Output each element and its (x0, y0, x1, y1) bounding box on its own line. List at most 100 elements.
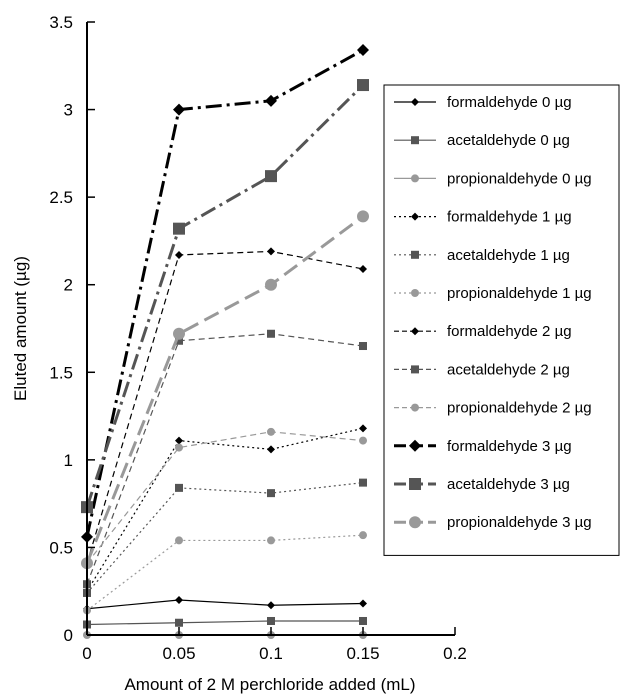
x-tick-label: 0.05 (162, 644, 195, 663)
data-point (357, 79, 369, 92)
legend-entry: acetaldehyde 3 µg (394, 476, 570, 493)
legend-swatch-marker (411, 365, 419, 374)
series-10 (81, 44, 369, 543)
data-point (175, 336, 183, 345)
legend-box (383, 84, 620, 556)
legend-swatch-marker (411, 136, 419, 145)
legend-swatch-marker (411, 174, 419, 183)
y-tick-label: 0.5 (49, 538, 73, 557)
series-7 (83, 247, 367, 568)
legend-entry: propionaldehyde 3 µg (394, 514, 592, 531)
data-point (359, 264, 367, 273)
data-point (267, 247, 275, 256)
legend-label: formaldehyde 3 µg (447, 438, 572, 455)
legend-label: acetaldehyde 0 µg (447, 132, 570, 149)
data-point (359, 599, 367, 608)
data-point (175, 483, 183, 492)
legend-label: acetaldehyde 3 µg (447, 476, 570, 493)
series-line (85, 83, 365, 508)
series-line (86, 599, 364, 610)
data-point (175, 536, 183, 545)
x-tick-label: 0 (82, 644, 91, 663)
data-point (175, 618, 183, 627)
y-tick-label: 0 (64, 626, 73, 645)
y-tick-label: 2 (64, 276, 73, 295)
legend-entry: formaldehyde 0 µg (394, 94, 572, 111)
legend-swatch-marker (411, 98, 419, 106)
legend-entry: formaldehyde 2 µg (394, 323, 572, 340)
y-tick-label: 3 (64, 101, 73, 120)
data-point (173, 222, 185, 235)
legend-entry: formaldehyde 1 µg (394, 209, 572, 226)
data-point (267, 489, 275, 498)
series-line (85, 48, 364, 538)
data-point (357, 44, 369, 57)
data-point (359, 424, 367, 433)
legend-swatch-marker (411, 327, 419, 336)
data-point (267, 427, 275, 436)
legend-swatch-marker (411, 250, 419, 259)
data-point (267, 601, 275, 610)
legend-label: acetaldehyde 2 µg (447, 361, 570, 378)
data-point (265, 94, 277, 107)
data-point (359, 616, 367, 625)
x-axis-ticks: 0 0.05 0.1 0.15 0.2 (82, 627, 467, 663)
y-axis-title: Eluted amount (µg) (11, 256, 30, 401)
legend-label: acetaldehyde 1 µg (447, 247, 570, 264)
legend-label: formaldehyde 2 µg (447, 323, 572, 340)
x-tick-label: 0.1 (259, 644, 283, 663)
legend-label: formaldehyde 0 µg (447, 94, 572, 111)
data-point (357, 210, 369, 223)
data-point (173, 327, 185, 340)
y-tick-label: 1.5 (49, 363, 73, 382)
axes: 0 0.5 1 1.5 2 2.5 3 3.5 0 0.05 0.1 0.15 0.2 Amount … (11, 13, 467, 694)
series-line (86, 431, 364, 564)
legend-entry: formaldehyde 3 µg (394, 438, 572, 455)
series-12 (81, 210, 369, 570)
legend-entry: acetaldehyde 2 µg (394, 361, 570, 378)
series-8 (83, 329, 367, 589)
series-line (86, 620, 363, 626)
legend-entry: propionaldehyde 0 µg (394, 170, 592, 187)
series-line (86, 534, 364, 611)
data-point (267, 616, 275, 625)
legend-swatch-marker (409, 439, 421, 452)
x-tick-label: 0.15 (346, 644, 379, 663)
legend-swatch-marker (409, 478, 421, 490)
series-4 (83, 424, 367, 596)
series-11 (81, 79, 369, 514)
series-line (86, 427, 364, 592)
series-line (86, 482, 364, 594)
legend-label: propionaldehyde 2 µg (447, 400, 592, 417)
series-line (86, 250, 364, 564)
legend-entry: acetaldehyde 1 µg (394, 247, 570, 264)
x-axis-title: Amount of 2 M perchloride added (mL) (124, 675, 415, 694)
legend-label: propionaldehyde 3 µg (447, 514, 592, 531)
series-line (86, 333, 364, 585)
data-point (359, 436, 367, 445)
legend-entry: propionaldehyde 2 µg (394, 400, 592, 417)
data-point (359, 478, 367, 487)
legend-entry: propionaldehyde 1 µg (394, 285, 592, 302)
legend-swatch-marker (409, 516, 421, 529)
data-point (175, 250, 183, 259)
data-point (265, 170, 277, 183)
data-point (359, 342, 367, 351)
y-tick-label: 2.5 (49, 188, 73, 207)
data-point (265, 278, 277, 291)
legend-label: propionaldehyde 0 µg (447, 170, 592, 187)
y-axis-ticks: 0 0.5 1 1.5 2 2.5 3 3.5 (49, 13, 95, 645)
data-point (175, 436, 183, 445)
data-point (267, 445, 275, 454)
data-point (267, 536, 275, 545)
y-tick-label: 3.5 (49, 13, 73, 32)
data-point (175, 595, 183, 604)
data-point (173, 103, 185, 116)
legend-label: formaldehyde 1 µg (447, 209, 572, 226)
chart-legend: formaldehyde 0 µg acetaldehyde 0 µg propio… (383, 84, 620, 556)
data-point (359, 531, 367, 540)
x-tick-label: 0.2 (443, 644, 467, 663)
series-9 (83, 427, 367, 568)
legend-swatch-marker (411, 289, 419, 297)
